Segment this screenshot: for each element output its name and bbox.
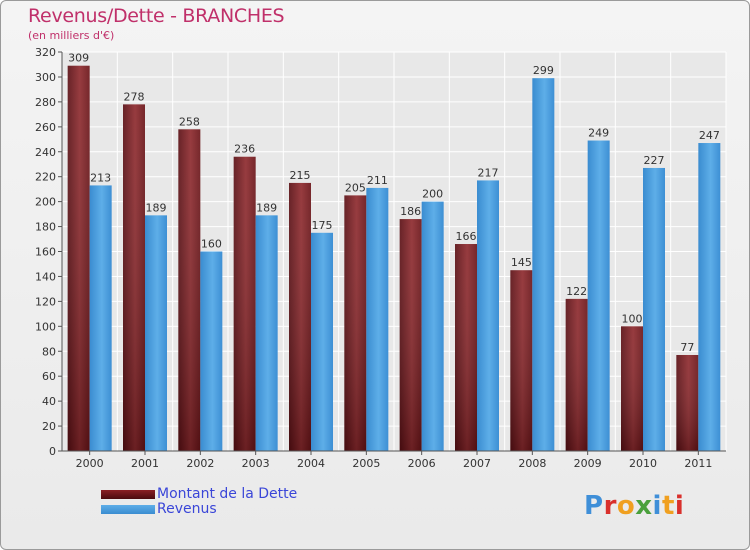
data-label-debt: 186 — [400, 205, 421, 218]
legend: Montant de la Dette Revenus — [101, 487, 297, 517]
x-tick-label: 2010 — [629, 457, 657, 470]
bar-debt-shade — [399, 219, 422, 451]
data-label-revenue: 189 — [146, 201, 167, 214]
data-label-debt: 122 — [566, 285, 587, 298]
x-tick-label: 2003 — [242, 457, 270, 470]
data-label-debt: 100 — [622, 312, 643, 325]
logo-letter: x — [635, 491, 653, 521]
x-tick-label: 2000 — [76, 457, 104, 470]
bar-debt-shade — [455, 244, 477, 451]
data-label-debt: 145 — [511, 256, 532, 269]
bar-debt-shade — [233, 156, 256, 452]
data-label-revenue: 247 — [699, 129, 720, 142]
data-label-revenue: 211 — [367, 174, 388, 187]
data-label-revenue: 189 — [256, 201, 277, 214]
logo-letter: i — [652, 491, 662, 521]
bar-debt-shade — [123, 104, 145, 452]
x-tick-label: 2007 — [463, 457, 491, 470]
data-label-debt: 215 — [290, 169, 311, 182]
bar-debt-shade — [510, 270, 533, 451]
data-label-debt: 278 — [124, 90, 145, 103]
legend-swatch-debt — [101, 490, 155, 499]
logo-letter: t — [661, 491, 675, 521]
y-tick-label: 0 — [49, 445, 56, 458]
bar-debt-shade — [565, 298, 588, 451]
x-tick-label: 2005 — [352, 457, 380, 470]
bar-revenue — [587, 140, 610, 451]
logo-letter: P — [584, 491, 604, 521]
y-tick-label: 280 — [35, 96, 56, 109]
data-label-revenue: 217 — [478, 166, 499, 179]
data-label-revenue: 175 — [312, 219, 333, 232]
data-label-debt: 205 — [345, 181, 366, 194]
bar-revenue — [366, 187, 389, 452]
bar-debt-shade — [344, 195, 367, 451]
y-tick-label: 220 — [35, 171, 56, 184]
bar-debt-shade — [289, 182, 311, 451]
bar-revenue — [89, 185, 112, 451]
y-tick-label: 320 — [35, 46, 56, 59]
logo-letter: r — [603, 491, 617, 521]
legend-label-revenue: Revenus — [157, 501, 217, 517]
y-tick-label: 120 — [35, 295, 56, 308]
data-label-revenue: 249 — [588, 127, 609, 140]
bar-debt-shade — [67, 65, 90, 451]
y-tick-label: 100 — [35, 320, 56, 333]
bar-revenue — [532, 78, 555, 451]
data-label-revenue: 227 — [644, 154, 665, 167]
x-tick-label: 2004 — [297, 457, 325, 470]
y-tick-label: 60 — [42, 370, 56, 383]
logo-letter: i — [674, 491, 685, 521]
y-tick-label: 300 — [35, 71, 56, 84]
y-tick-label: 240 — [35, 146, 56, 159]
y-tick-label: 260 — [35, 121, 56, 134]
data-label-debt: 309 — [68, 52, 89, 65]
y-tick-label: 40 — [42, 395, 56, 408]
legend-item-revenue: Revenus — [101, 502, 297, 517]
bar-revenue — [643, 167, 665, 451]
legend-item-debt: Montant de la Dette — [101, 487, 297, 502]
y-tick-label: 160 — [35, 246, 56, 259]
y-tick-label: 180 — [35, 221, 56, 234]
bar-revenue — [421, 201, 444, 451]
y-tick-label: 20 — [42, 420, 56, 433]
data-label-debt: 166 — [456, 230, 477, 243]
x-tick-label: 2002 — [186, 457, 214, 470]
data-label-revenue: 213 — [90, 171, 111, 184]
x-tick-label: 2006 — [408, 457, 436, 470]
bar-debt-shade — [621, 326, 643, 451]
y-tick-label: 140 — [35, 270, 56, 283]
chart-subtitle: (en milliers d'€) — [28, 29, 115, 42]
x-tick-label: 2011 — [684, 457, 712, 470]
data-label-revenue: 160 — [201, 238, 222, 251]
bar-revenue — [698, 143, 721, 451]
bar-revenue — [477, 180, 499, 451]
logo-letter: o — [616, 491, 636, 521]
x-tick-label: 2009 — [574, 457, 602, 470]
x-tick-label: 2008 — [518, 457, 546, 470]
bar-revenue — [311, 232, 333, 451]
legend-label-debt: Montant de la Dette — [157, 486, 298, 502]
bar-debt-shade — [178, 129, 201, 451]
y-tick-label: 200 — [35, 196, 56, 209]
proxiti-logo: Proxiti — [584, 491, 684, 521]
bar-revenue — [200, 251, 223, 451]
bar-debt-shade — [676, 354, 699, 451]
data-label-debt: 236 — [234, 143, 255, 156]
bar-revenue — [255, 215, 278, 451]
chart-title: Revenus/Dette - BRANCHES — [28, 5, 285, 27]
data-label-debt: 258 — [179, 115, 200, 128]
data-label-revenue: 200 — [422, 188, 443, 201]
data-label-revenue: 299 — [533, 64, 554, 77]
bar-revenue — [145, 215, 167, 451]
data-label-debt: 77 — [680, 341, 694, 354]
y-tick-label: 80 — [42, 345, 56, 358]
legend-swatch-revenue — [101, 505, 155, 514]
x-tick-label: 2001 — [131, 457, 159, 470]
